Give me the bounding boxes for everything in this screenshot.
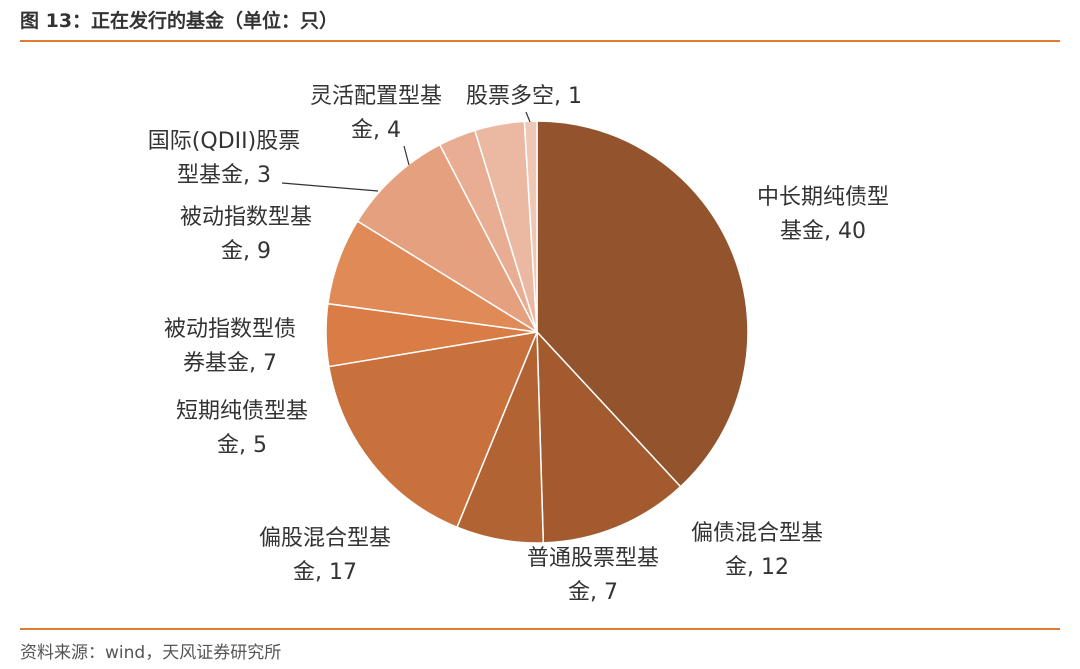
footer-divider <box>20 628 1060 630</box>
slice-label-6: 被动指数型基金, 9 <box>180 205 312 264</box>
pie-slices <box>325 120 749 544</box>
pie-slice-6 <box>356 143 539 335</box>
slice-label-7: 国际(QDII)股票型基金, 3 <box>148 129 300 188</box>
slice-label-2: 普通股票型基金, 7 <box>527 546 659 605</box>
leader-line-8 <box>403 145 410 166</box>
leader-lines <box>281 111 531 192</box>
leader-line-9 <box>525 111 531 123</box>
slice-label-0: 中长期纯债型基金, 40 <box>757 185 889 244</box>
slice-label-3: 偏股混合型基金, 17 <box>259 526 391 585</box>
slice-label-8: 灵活配置型基金, 4 <box>310 84 442 143</box>
leader-line-7 <box>281 182 379 192</box>
chart-title: 图 13：正在发行的基金（单位：只） <box>20 10 339 32</box>
pie-slice-0 <box>536 120 749 488</box>
pie-slice-3 <box>327 331 539 529</box>
title-divider <box>20 40 1060 42</box>
pie-slice-1 <box>536 330 682 544</box>
slice-label-9: 股票多空, 1 <box>466 84 582 109</box>
source-note: 资料来源：wind，天风证券研究所 <box>20 643 282 663</box>
slice-label-1: 偏债混合型基金, 12 <box>691 521 823 580</box>
slice-label-5: 被动指数型债券基金, 7 <box>164 317 296 376</box>
pie-slice-9 <box>523 120 538 333</box>
slice-labels: 中长期纯债型基金, 40 偏债混合型基金, 12 普通股票型基金, 7 偏股混合型基金… <box>148 84 889 605</box>
slice-label-4: 短期纯债型基金, 5 <box>176 399 308 458</box>
